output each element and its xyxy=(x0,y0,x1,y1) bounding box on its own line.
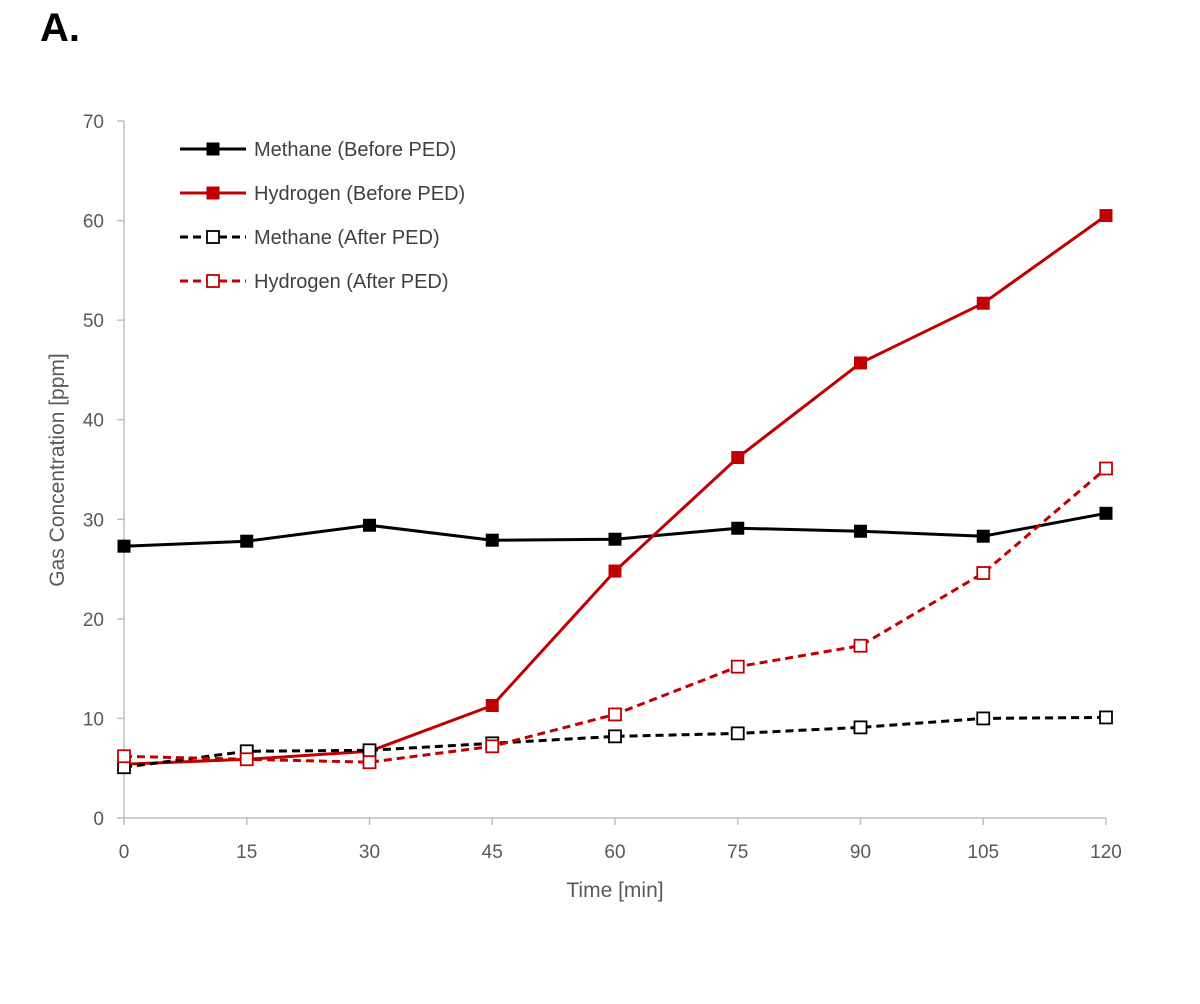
x-tick-label: 90 xyxy=(850,842,871,863)
data-point xyxy=(362,755,377,770)
data-point xyxy=(853,638,868,653)
data-point xyxy=(608,707,622,722)
y-tick-label: 20 xyxy=(83,610,104,631)
data-point xyxy=(731,521,745,535)
series-line xyxy=(123,214,1107,766)
x-tick-label: 45 xyxy=(482,842,503,863)
x-tick-label: 60 xyxy=(604,842,625,863)
legend-entry: Methane (Before PED) xyxy=(180,139,456,161)
y-tick-label: 0 xyxy=(93,809,104,830)
data-point xyxy=(1099,710,1113,725)
x-tick-label: 105 xyxy=(967,842,999,863)
legend-entry: Methane (After PED) xyxy=(180,227,440,249)
axes: 0 10 20 30 40 50 60 70 0 15 30 45 60 75 90 105 120 xyxy=(83,112,1122,863)
y-tick-label: 50 xyxy=(83,311,104,332)
legend-label: Hydrogen (Before PED) xyxy=(254,183,465,205)
x-tick-label: 30 xyxy=(359,842,380,863)
y-axis-title: Gas Concentration [ppm] xyxy=(46,353,69,586)
data-point xyxy=(731,451,745,465)
data-point xyxy=(608,729,622,744)
y-tick-label: 30 xyxy=(83,510,104,531)
data-point xyxy=(485,533,499,547)
series-hydrogen-before-ped xyxy=(117,209,1113,771)
legend-label: Methane (After PED) xyxy=(254,227,440,249)
data-point xyxy=(730,659,745,674)
data-point xyxy=(730,726,745,741)
data-point xyxy=(240,534,254,548)
data-point xyxy=(608,532,622,546)
legend-entry: Hydrogen (Before PED) xyxy=(180,183,465,205)
legend-label: Hydrogen (After PED) xyxy=(254,271,449,293)
legend-marker xyxy=(206,274,220,288)
x-tick-label: 75 xyxy=(727,842,748,863)
data-point xyxy=(976,529,990,543)
data-point xyxy=(976,566,991,580)
x-axis-title: Time [min] xyxy=(566,879,663,902)
data-point xyxy=(1099,461,1113,476)
x-tick-label: 0 xyxy=(119,842,130,863)
legend-marker xyxy=(206,186,220,200)
y-tick-label: 10 xyxy=(83,709,104,730)
data-point xyxy=(854,356,867,370)
data-point xyxy=(117,749,131,764)
panel-label: A. xyxy=(40,6,80,50)
series-line xyxy=(123,715,1107,769)
series-layer xyxy=(117,209,1113,775)
data-point xyxy=(1099,209,1113,223)
series-hydrogen-after-ped xyxy=(117,461,1113,770)
y-tick-label: 70 xyxy=(83,112,104,133)
y-tick-label: 60 xyxy=(83,212,104,233)
data-point xyxy=(362,743,377,758)
data-point xyxy=(1099,506,1113,520)
data-point xyxy=(239,752,254,767)
x-tick-label: 15 xyxy=(236,842,257,863)
legend-entry: Hydrogen (After PED) xyxy=(180,271,449,293)
x-tick-label: 120 xyxy=(1090,842,1122,863)
data-point xyxy=(485,739,500,754)
data-point xyxy=(363,518,376,532)
legend-label: Methane (Before PED) xyxy=(254,139,456,161)
series-methane-before-ped xyxy=(117,506,1113,553)
data-point xyxy=(608,564,622,578)
data-point xyxy=(854,524,867,538)
y-tick-label: 40 xyxy=(83,411,104,432)
data-point xyxy=(976,711,991,726)
data-point xyxy=(117,539,131,553)
data-point xyxy=(853,720,868,735)
data-point xyxy=(976,296,990,310)
legend: Methane (Before PED) Hydrogen (Before PED… xyxy=(180,139,465,293)
legend-marker xyxy=(206,230,220,244)
data-point xyxy=(485,698,499,712)
legend-marker xyxy=(206,142,220,156)
